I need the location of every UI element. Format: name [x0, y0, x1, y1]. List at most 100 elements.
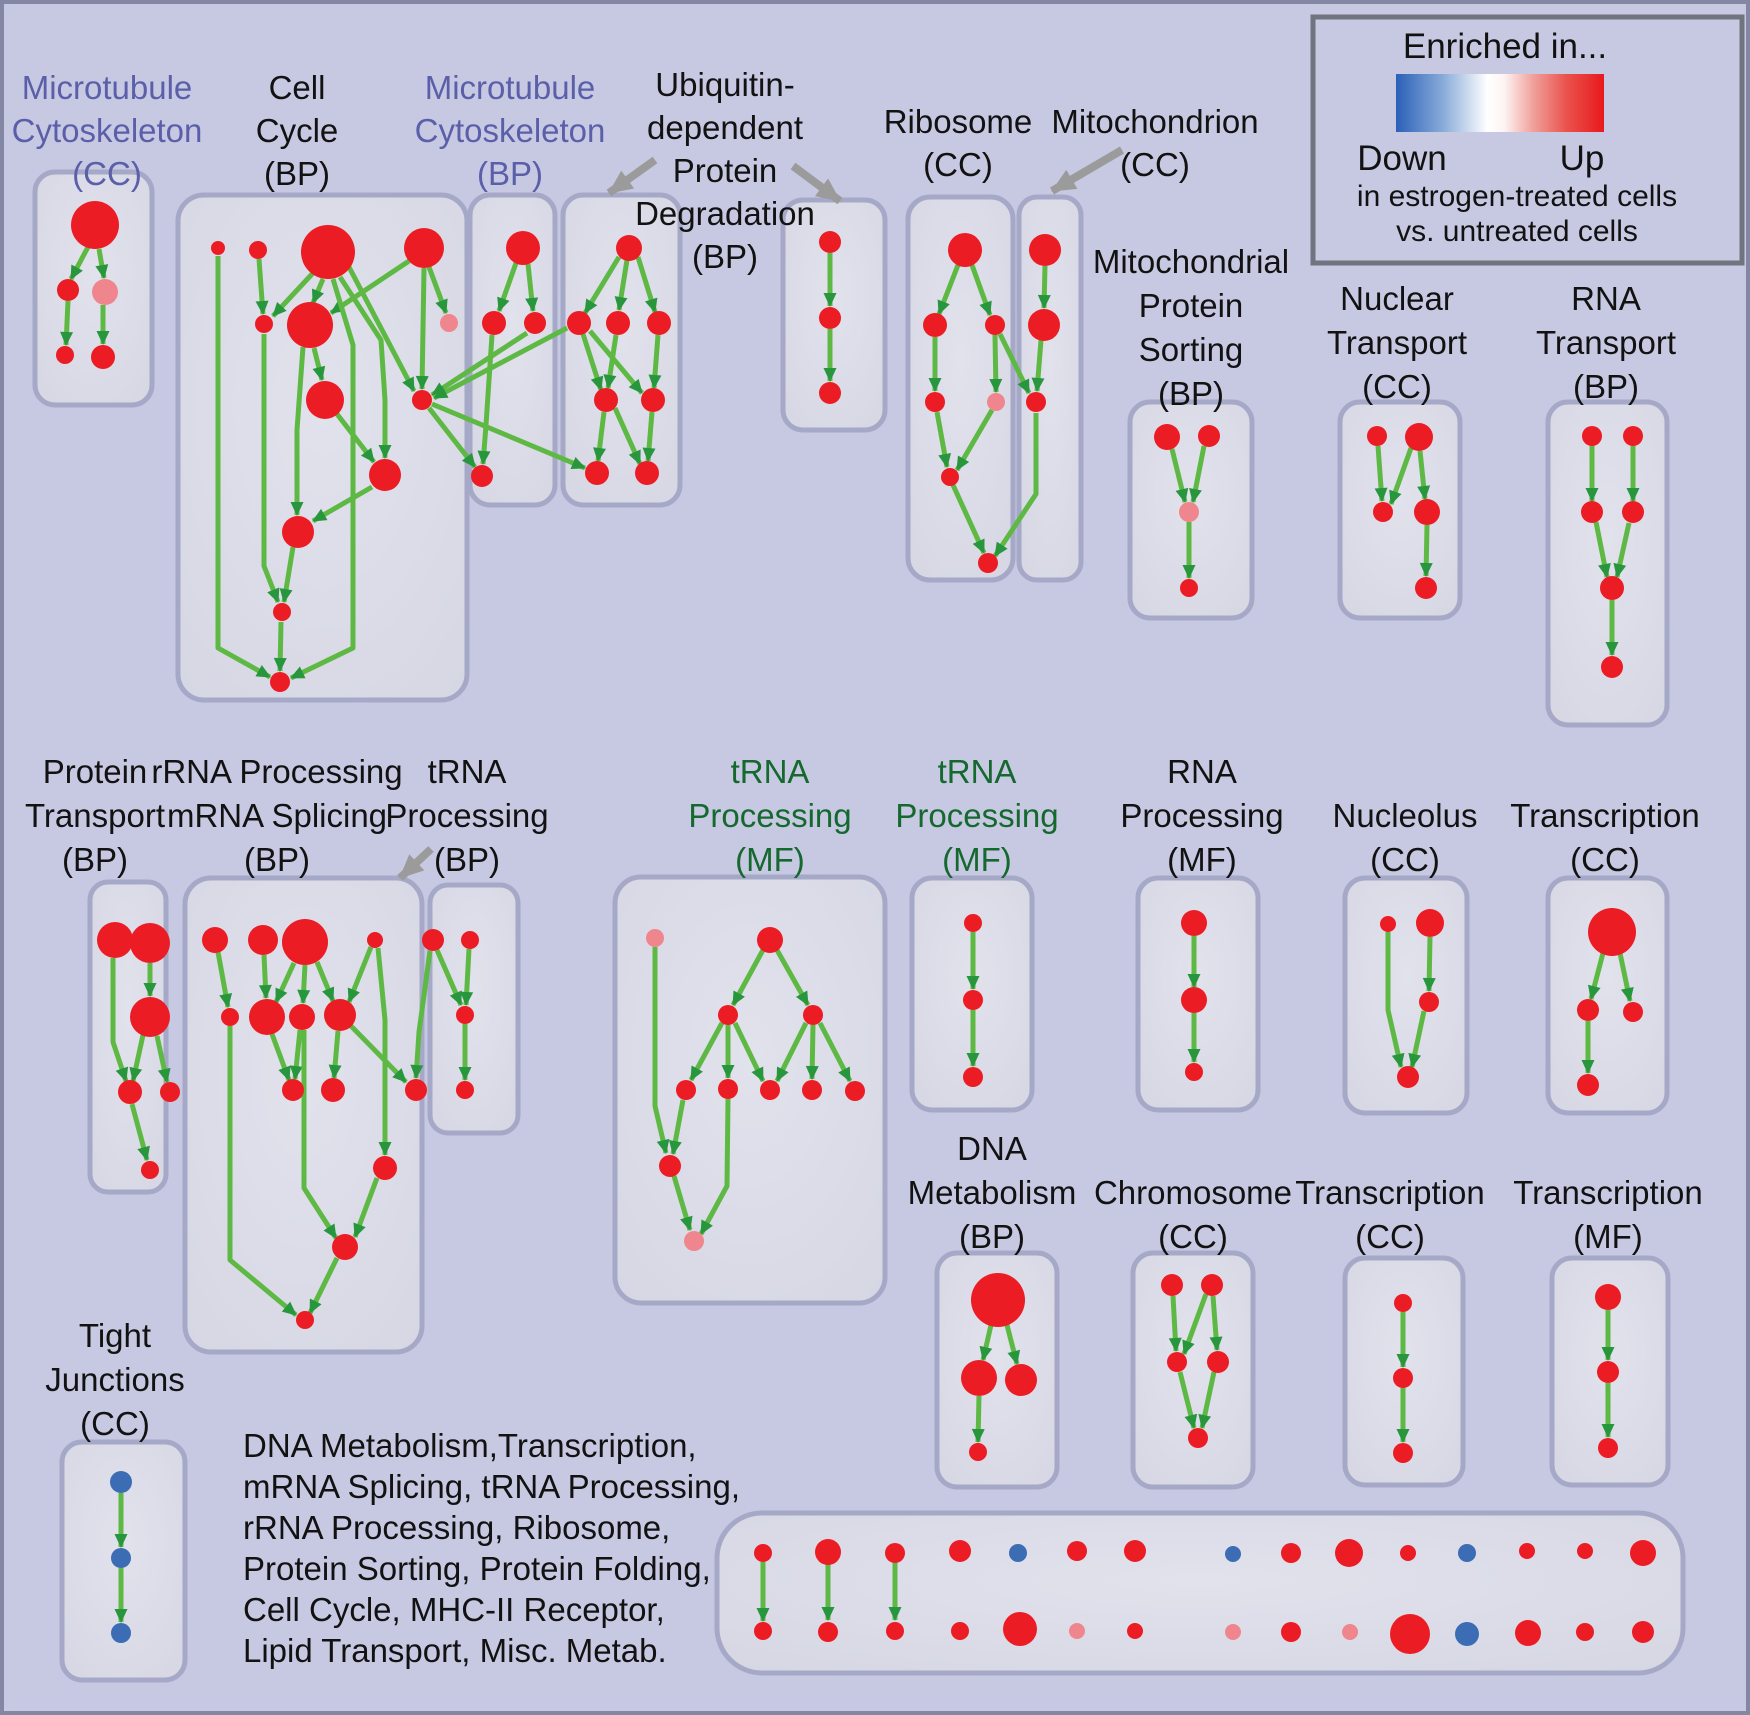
- transcription-cc-1-edge: [1617, 952, 1634, 1002]
- nucleolus-cc-box: [1342, 875, 1470, 1116]
- cell-cycle-bp-edge: [329, 258, 411, 316]
- transcription-cc-2-label: Transcription (CC): [1295, 1174, 1485, 1255]
- misc-cluster-row-node: [1225, 1546, 1241, 1562]
- nucleolus-cc-edge: [1408, 1010, 1427, 1068]
- mitochondrial-protein-sorting-bp-label: Mitochondrial Protein Sorting (BP): [1093, 243, 1289, 412]
- mitochondrial-protein-sorting-bp-node: [1180, 579, 1198, 597]
- transcription-cc-1-node: [1577, 1074, 1599, 1096]
- misc-cluster-row-box: [714, 1510, 1686, 1676]
- cell-cycle-bp-edge: [346, 265, 417, 393]
- chromosome-cc-node: [1207, 1351, 1229, 1373]
- ribosome-cc-edge: [950, 483, 987, 555]
- rrna-processing-mrna-splicing-bp-node: [332, 1234, 358, 1260]
- rna-processing-mf-node: [1181, 910, 1207, 936]
- protein-transport-bp-node: [141, 1161, 159, 1179]
- ribosome-cc-node: [941, 468, 959, 486]
- ribosome-cc-node: [978, 553, 998, 573]
- ubiquitin-degradation-bp-1-edge: [612, 406, 643, 466]
- trna-processing-bp-node: [456, 1006, 474, 1024]
- microtubule-cytoskeleton-cc-node: [92, 279, 118, 305]
- transcription-cc-2-node: [1393, 1368, 1413, 1388]
- nucleolus-cc-node: [1419, 992, 1439, 1012]
- legend-subtitle-line1: in estrogen-treated cells: [1357, 180, 1677, 213]
- trna-processing-mf-1-edge: [817, 1021, 853, 1083]
- mitochondrial-protein-sorting-bp-node: [1179, 502, 1199, 522]
- ubiquitin-degradation-bp-1-node: [635, 461, 659, 485]
- rrna-processing-mrna-splicing-bp-node: [324, 999, 356, 1031]
- chromosome-cc-edge: [1198, 1371, 1217, 1429]
- misc-cluster-row-node: [815, 1539, 841, 1565]
- transcription-cc-1-node: [1623, 1002, 1643, 1022]
- misc-cluster-row-node: [1576, 1623, 1594, 1641]
- chromosome-cc-label: Chromosome (CC): [1094, 1174, 1292, 1255]
- protein-transport-bp-node: [160, 1082, 180, 1102]
- ribosome-cc-box: [905, 194, 1016, 583]
- ribosome-cc-node: [925, 392, 945, 412]
- cell-cycle-bp-edge: [215, 256, 272, 680]
- cell-cycle-bp-edge: [279, 546, 296, 603]
- rna-processing-mf-node: [1181, 987, 1207, 1013]
- ubiquitin-degradation-bp-1-edge: [642, 411, 656, 462]
- cell-cycle-bp-node: [211, 241, 225, 255]
- protein-transport-bp-edge: [110, 958, 129, 1082]
- ubiquitin-right-arrow: [790, 162, 843, 205]
- ubiquitin-degradation-bp-2-node: [819, 307, 841, 329]
- nucleolus-cc-label: Nucleolus (CC): [1333, 797, 1478, 878]
- ribosome-cc-label: Ribosome (CC): [884, 103, 1033, 183]
- cell-cycle-bp-edge: [311, 484, 374, 524]
- trna-processing-mf-1-node: [803, 1005, 823, 1025]
- rna-transport-bp-node: [1622, 501, 1644, 523]
- ubiquitin-degradation-bp-1-node: [616, 235, 642, 261]
- trna-processing-mf-1-node: [646, 929, 664, 947]
- misc-cluster-row-node: [1515, 1620, 1541, 1646]
- chromosome-cc-node: [1201, 1274, 1223, 1296]
- mitochondrion-cc-node: [1026, 392, 1046, 412]
- cell-cycle-bp-box: [175, 192, 470, 703]
- transcription-mf-node: [1595, 1284, 1621, 1310]
- protein-transport-bp-node: [130, 997, 170, 1037]
- transcription-cc-2-node: [1393, 1443, 1413, 1463]
- trna-processing-mf-1-node: [718, 1079, 738, 1099]
- rrna-processing-mrna-splicing-bp-edge: [258, 954, 272, 999]
- cell-cycle-bp-node: [369, 459, 401, 491]
- trna-processing-bp-arrow: [397, 846, 434, 881]
- misc-cluster-row-node: [886, 1622, 904, 1640]
- ubiquitin-degradation-bp-1-edge: [593, 411, 607, 462]
- trna-processing-mf-1-edge: [668, 1099, 686, 1155]
- transcription-mf-node: [1598, 1438, 1618, 1458]
- microtubule-cytoskeleton-cc-node: [57, 279, 79, 301]
- transcription-cc-1-node: [1577, 999, 1599, 1021]
- rrna-processing-mrna-splicing-bp-node: [367, 932, 383, 948]
- rrna-processing-mrna-splicing-bp-edge: [314, 961, 336, 1002]
- cross-edge-cell-cycle-bp-to-microtubule-cytoskeleton-bp: [427, 406, 477, 469]
- ubiquitin-degradation-bp-1-node: [567, 311, 591, 335]
- trna-processing-mf-1-edge: [671, 1175, 693, 1231]
- cross-edge-mitochondrion-cc-to-ribosome-cc: [992, 413, 1039, 558]
- cell-cycle-bp-edge: [273, 621, 287, 672]
- cell-cycle-bp-node: [404, 228, 444, 268]
- rrna-processing-mrna-splicing-bp-node: [321, 1078, 345, 1102]
- transcription-cc-2-node: [1394, 1294, 1412, 1312]
- cell-cycle-bp-node: [440, 314, 458, 332]
- misc-cluster-row-node: [1630, 1540, 1656, 1566]
- ubiquitin-degradation-bp-1-edge: [582, 255, 622, 315]
- trna-processing-mf-1-label: tRNA Processing (MF): [688, 753, 851, 878]
- trna-processing-mf-1-edge: [698, 1098, 731, 1236]
- ubiquitin-degradation-bp-2-node: [819, 231, 841, 253]
- rrna-processing-mrna-splicing-bp-edge: [375, 947, 392, 1156]
- cell-cycle-bp-edge: [289, 278, 356, 681]
- nuclear-transport-cc-node: [1367, 426, 1387, 446]
- protein-transport-bp-node: [97, 922, 133, 958]
- nuclear-transport-cc-edge: [1419, 524, 1433, 577]
- cell-cycle-bp-label: Cell Cycle (BP): [256, 69, 339, 192]
- nucleolus-cc-node: [1397, 1066, 1419, 1088]
- rrna-processing-mrna-splicing-bp-edge: [307, 1256, 340, 1315]
- dna-metabolism-bp-edge: [971, 1395, 985, 1443]
- cell-cycle-bp-node: [255, 315, 273, 333]
- trna-processing-mf-1-edge: [805, 1024, 819, 1080]
- nuclear-transport-cc-box: [1337, 399, 1463, 621]
- trna-processing-mf-1-node: [659, 1155, 681, 1177]
- misc-cluster-row-node: [949, 1540, 971, 1562]
- legend-box: [1310, 14, 1745, 266]
